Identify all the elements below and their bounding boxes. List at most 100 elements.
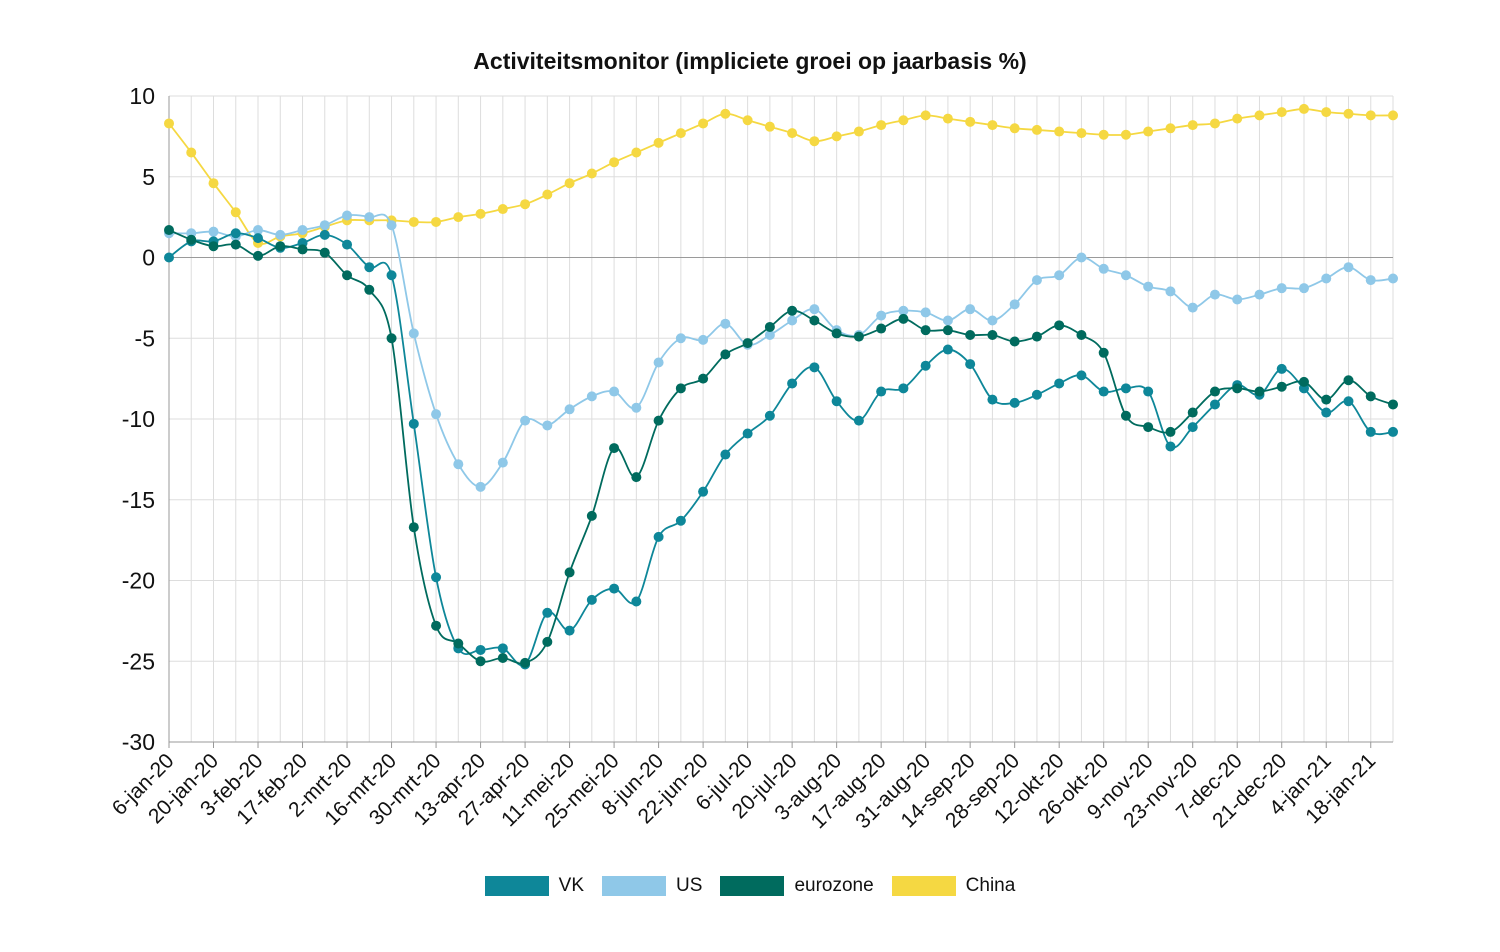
legend-swatch-china: [891, 876, 956, 896]
legend-item-china[interactable]: China: [891, 875, 1015, 897]
data-point-us: [787, 315, 798, 326]
data-point-vk: [564, 625, 575, 636]
data-point-us: [364, 212, 375, 223]
data-point-us: [1232, 294, 1243, 305]
data-point-us: [297, 225, 308, 236]
data-point-china: [1365, 110, 1376, 121]
data-point-vk: [1209, 399, 1220, 410]
data-point-vk: [475, 644, 486, 655]
data-point-vk: [653, 531, 664, 542]
data-point-vk: [1143, 386, 1154, 397]
data-point-us: [497, 457, 508, 468]
data-point-china: [698, 118, 709, 129]
data-point-eurozone: [564, 567, 575, 578]
data-point-eurozone: [297, 244, 308, 255]
data-point-us: [764, 330, 775, 341]
data-point-china: [1009, 123, 1020, 134]
data-point-eurozone: [1209, 386, 1220, 397]
data-point-us: [520, 415, 531, 426]
data-point-us: [475, 481, 486, 492]
data-point-china: [1143, 126, 1154, 137]
data-point-china: [408, 216, 419, 227]
chart-title: Activiteitsmonitor (impliciete groei op …: [473, 48, 1027, 74]
data-point-eurozone: [319, 247, 330, 258]
data-point-vk: [586, 594, 597, 605]
data-point-eurozone: [720, 349, 731, 360]
data-point-china: [1187, 120, 1198, 131]
data-point-eurozone: [764, 321, 775, 332]
legend-label-eurozone: eurozone: [794, 875, 874, 896]
data-point-china: [1076, 128, 1087, 139]
data-point-china: [876, 120, 887, 131]
data-point-vk: [631, 596, 642, 607]
data-point-china: [742, 115, 753, 126]
data-point-china: [1388, 110, 1398, 121]
data-point-china: [1232, 113, 1243, 124]
data-point-us: [1054, 270, 1065, 281]
data-point-china: [609, 157, 620, 168]
legend-item-eurozone[interactable]: eurozone: [720, 875, 874, 897]
data-point-eurozone: [787, 305, 798, 316]
data-point-vk: [1054, 378, 1065, 389]
data-point-china: [809, 136, 820, 147]
data-point-eurozone: [1076, 330, 1087, 341]
data-point-vk: [386, 270, 397, 281]
data-point-eurozone: [965, 330, 976, 341]
legend-item-vk[interactable]: VK: [484, 875, 585, 897]
data-point-china: [1098, 129, 1109, 140]
data-point-china: [475, 208, 486, 219]
data-point-china: [1120, 129, 1131, 140]
data-point-us: [1031, 275, 1042, 286]
data-point-vk: [698, 486, 709, 497]
data-point-us: [386, 220, 397, 231]
data-point-eurozone: [1388, 399, 1398, 410]
y-tick-label: 5: [142, 164, 155, 190]
data-point-china: [453, 212, 464, 223]
data-point-china: [1254, 110, 1265, 121]
data-point-china: [1031, 124, 1042, 135]
data-point-vk: [164, 252, 174, 263]
data-point-vk: [1276, 363, 1287, 374]
data-point-eurozone: [809, 315, 820, 326]
data-point-us: [675, 333, 686, 344]
data-point-eurozone: [942, 325, 953, 336]
data-point-us: [1120, 270, 1131, 281]
data-point-eurozone: [1120, 410, 1131, 421]
data-point-eurozone: [1031, 331, 1042, 342]
data-point-us: [631, 402, 642, 413]
data-point-china: [1298, 103, 1309, 114]
data-point-us: [319, 220, 330, 231]
data-point-us: [698, 334, 709, 345]
series-line-us: [168, 213, 1394, 488]
legend-swatch-eurozone: [720, 876, 785, 896]
data-point-us: [1009, 299, 1020, 310]
data-point-eurozone: [186, 234, 197, 245]
legend-item-us[interactable]: US: [602, 875, 702, 897]
data-point-vk: [1120, 383, 1131, 394]
legend-swatch-vk: [484, 876, 549, 896]
data-point-us: [1343, 262, 1354, 273]
data-point-china: [1321, 107, 1332, 118]
y-tick-label: -15: [122, 487, 155, 513]
legend-label-vk: VK: [558, 875, 585, 896]
data-point-vk: [876, 386, 887, 397]
data-point-vk: [1365, 426, 1376, 437]
data-point-eurozone: [1009, 336, 1020, 347]
data-point-china: [1276, 107, 1287, 118]
data-point-us: [1098, 263, 1109, 274]
data-point-eurozone: [164, 225, 174, 236]
data-point-china: [653, 137, 664, 148]
data-point-china: [853, 126, 864, 137]
data-point-china: [942, 113, 953, 124]
data-point-us: [586, 391, 597, 402]
data-point-us: [342, 210, 353, 221]
data-point-eurozone: [698, 373, 709, 384]
data-point-china: [675, 128, 686, 139]
y-tick-label: -25: [122, 648, 155, 674]
data-point-china: [1054, 126, 1065, 137]
data-point-us: [253, 225, 264, 236]
data-point-eurozone: [364, 284, 375, 295]
data-point-china: [497, 204, 508, 215]
data-point-vk: [942, 344, 953, 355]
